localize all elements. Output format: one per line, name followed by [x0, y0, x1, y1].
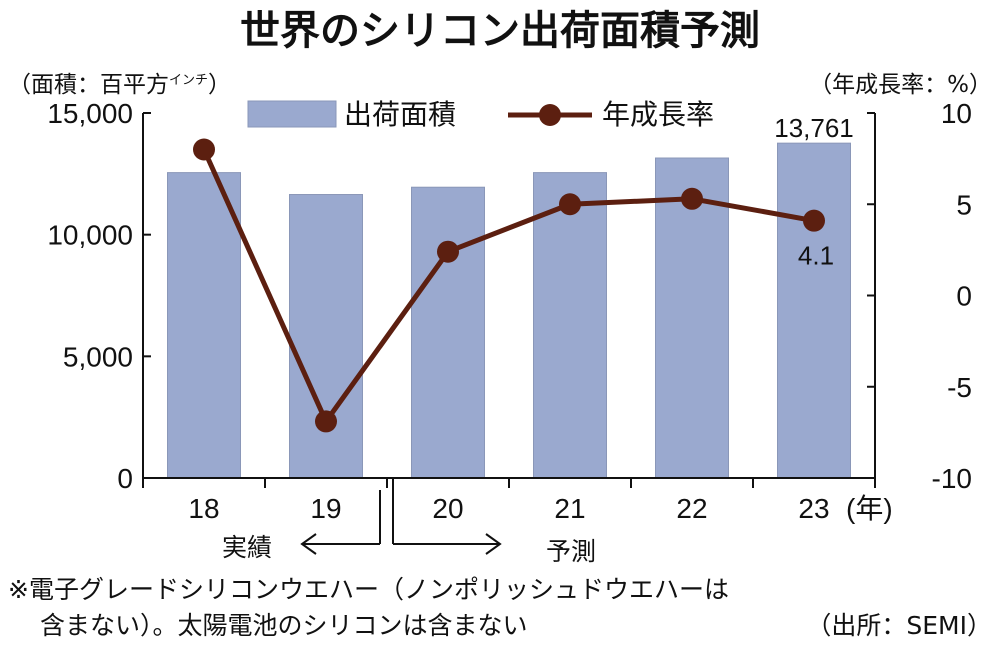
- x-tick-label: 22: [676, 493, 707, 524]
- left-tick-label: 15,000: [47, 98, 133, 129]
- growth-rate-point: [559, 193, 581, 216]
- bar: [289, 194, 363, 479]
- bar: [777, 142, 851, 479]
- forecast-arrow-head: [485, 533, 502, 555]
- bar-value-label: 13,761: [774, 113, 854, 143]
- actual-arrow-head: [300, 533, 317, 555]
- left-tick-label: 5,000: [63, 341, 133, 372]
- actual-label: 実績: [222, 533, 272, 562]
- left-tick-label: 0: [117, 463, 133, 494]
- legend-bar-swatch: [247, 100, 337, 128]
- bar: [167, 172, 241, 479]
- legend-line-marker: [539, 104, 561, 126]
- growth-rate-point: [315, 410, 337, 433]
- right-tick-label: 5: [956, 189, 972, 220]
- right-tick-label: 10: [941, 98, 972, 129]
- right-axis-unit: （年成長率：%）: [809, 72, 992, 98]
- x-tick-label: 19: [310, 493, 341, 524]
- x-tick-label: 21: [554, 493, 585, 524]
- growth-rate-line: [201, 148, 815, 424]
- legend-line-label: 年成長率: [602, 98, 714, 131]
- line-value-label: 4.1: [798, 241, 834, 271]
- growth-rate-point: [681, 187, 703, 210]
- bar: [533, 172, 607, 479]
- bar: [411, 186, 485, 479]
- x-tick-label: 18: [188, 493, 219, 524]
- left-tick-label: 10,000: [47, 220, 133, 251]
- growth-rate-point: [803, 209, 825, 232]
- growth-rate-point: [437, 240, 459, 263]
- left-axis-unit-small: インチ: [169, 73, 208, 88]
- forecast-label: 予測: [546, 537, 596, 566]
- plot-area: 0 5,000 10,000 15,000 -10 -5 0 5 10 18 19 20 21 22 23 (…: [47, 98, 972, 555]
- footnote-line-1: ※電子グレードシリコンウエハー（ノンポリッシュドウエハーは: [8, 575, 729, 604]
- left-axis-unit: （面積：百平方インチ）: [8, 72, 231, 98]
- x-tick-label: 23: [798, 493, 829, 524]
- left-axis-unit-main: （面積：百平方: [8, 72, 169, 98]
- right-tick-label: -10: [932, 463, 972, 494]
- x-axis-unit: (年): [846, 493, 893, 524]
- growth-rate-point: [193, 138, 215, 161]
- source-note: （出所：SEMI）: [806, 611, 992, 640]
- right-tick-label: -5: [947, 372, 972, 403]
- right-tick-label: 0: [956, 281, 972, 312]
- chart-title: 世界のシリコン出荷面積予測: [240, 8, 760, 54]
- bar: [655, 157, 729, 479]
- legend-bar-label: 出荷面積: [344, 98, 456, 131]
- x-tick-label: 20: [432, 493, 463, 524]
- footnote-line-2: 含まない）。太陽電池のシリコンは含まない: [40, 611, 528, 640]
- left-axis-unit-close: ）: [208, 72, 231, 98]
